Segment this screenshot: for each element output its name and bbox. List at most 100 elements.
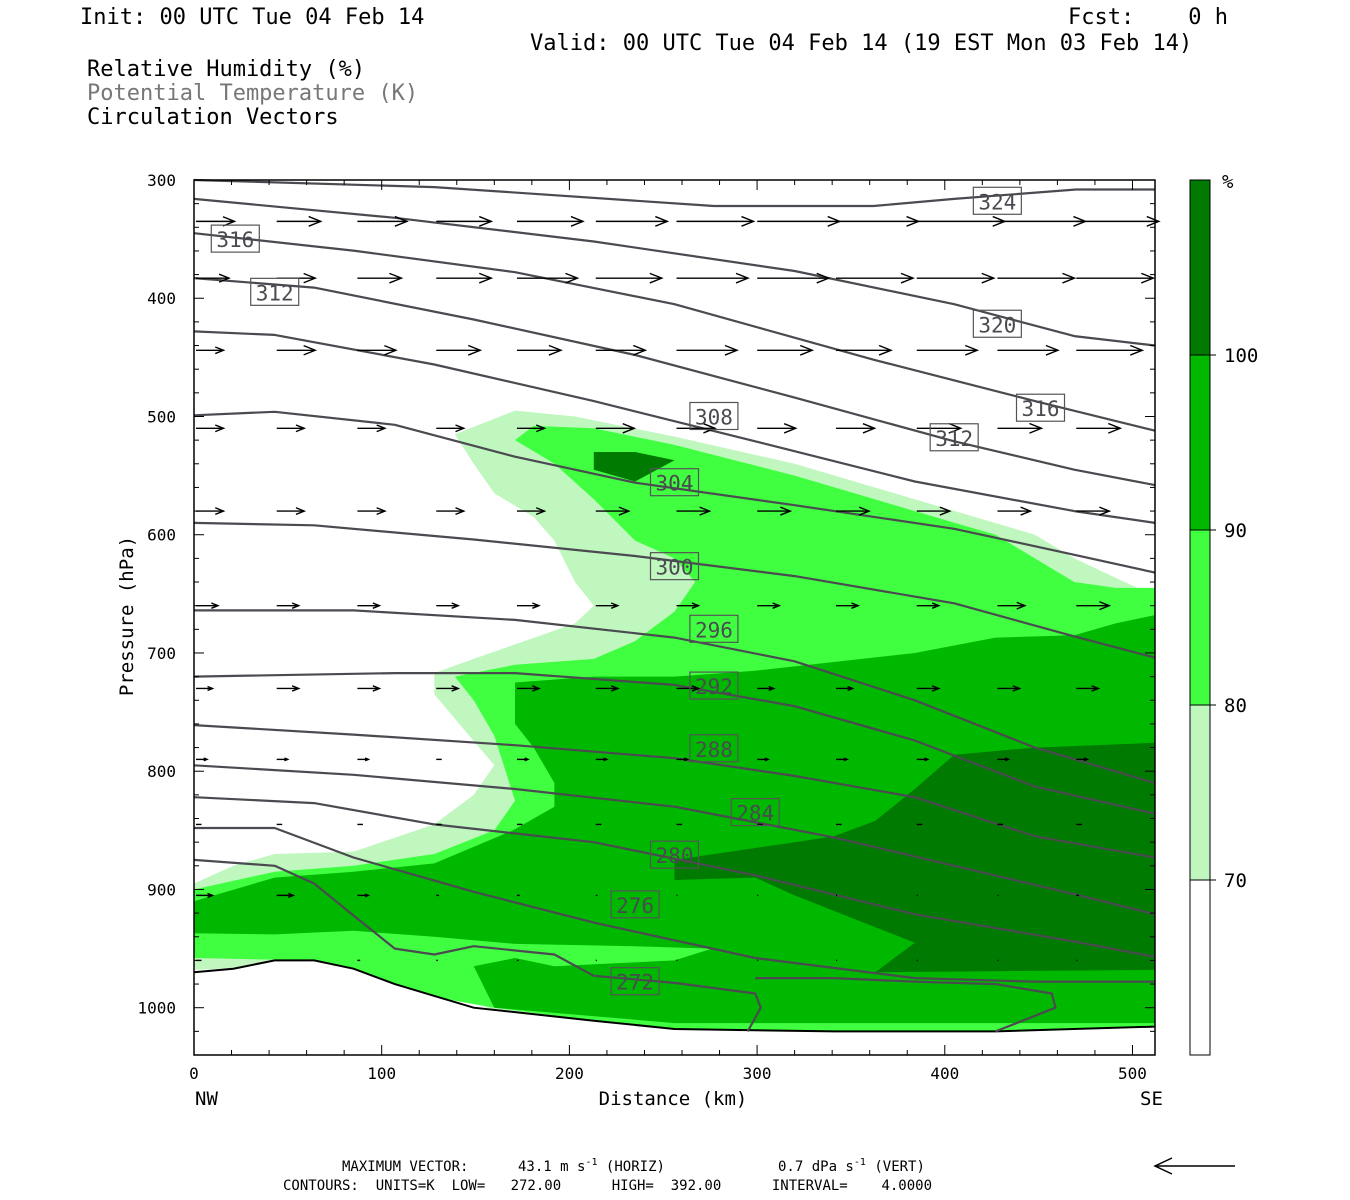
circulation-vector — [516, 344, 563, 356]
theta-label-312: 312 — [250, 277, 300, 306]
rh-region-100 — [593, 452, 675, 482]
colorbar-label: 100 — [1224, 345, 1258, 367]
theta-label-text: 272 — [616, 971, 654, 995]
circulation-vector — [276, 602, 301, 609]
colorbar-label: 80 — [1224, 695, 1247, 717]
circulation-vector — [836, 506, 871, 516]
circulation-vector — [836, 685, 855, 692]
circulation-vector — [676, 757, 690, 762]
vector-head — [1062, 272, 1077, 284]
vector-head — [211, 602, 220, 609]
vector-head — [308, 215, 323, 227]
theta-isentrope-304 — [193, 410, 1156, 574]
vector-head — [1016, 601, 1027, 610]
colorbar-segment — [1190, 530, 1210, 705]
vector-head — [478, 272, 494, 284]
circulation-vector — [196, 892, 215, 899]
vector-head — [1091, 685, 1101, 692]
vector-head — [768, 685, 776, 692]
theta-isentrope-292 — [193, 671, 1156, 815]
vector-head — [478, 215, 494, 227]
circulation-vector — [916, 215, 1007, 227]
vector-head — [207, 892, 215, 899]
circulation-vector — [516, 757, 530, 762]
circulation-vector — [357, 507, 387, 516]
theta-label-box — [649, 552, 700, 581]
vector-head — [683, 757, 690, 762]
vector-head — [214, 346, 226, 355]
circulation-vector — [916, 272, 996, 284]
circulation-vector — [516, 685, 541, 692]
circulation-vector — [997, 757, 1011, 762]
legend-rh: Relative Humidity (%) — [87, 57, 365, 82]
colorbar-label: 70 — [1224, 870, 1247, 892]
theta-label-312: 312 — [929, 423, 979, 452]
circulation-vector — [276, 685, 301, 692]
vector-head — [535, 424, 547, 433]
legend-theta: Potential Temperature (K) — [87, 81, 418, 106]
vector-head — [964, 344, 980, 356]
vector-head — [603, 757, 609, 762]
circulation-vector — [1076, 757, 1090, 762]
theta-label-box — [610, 967, 660, 996]
theta-label-288: 288 — [689, 734, 739, 763]
theta-label-276: 276 — [610, 890, 660, 919]
circulation-vector — [757, 344, 815, 356]
circulation-vector — [357, 272, 404, 284]
circulation-vector — [196, 216, 237, 227]
circulation-vector — [436, 344, 483, 356]
theta-label-296: 296 — [689, 614, 739, 643]
circulation-vector — [1076, 422, 1123, 434]
circulation-vector — [916, 685, 941, 692]
circulation-vector — [836, 215, 921, 227]
circulation-vector — [916, 506, 952, 516]
reference-vector-arrow — [1153, 1157, 1235, 1175]
circulation-vector — [676, 602, 701, 609]
terrain-below-ground — [194, 960, 1155, 1055]
y-tick-label: 900 — [147, 880, 176, 899]
vector-head — [455, 424, 466, 433]
theta-label-284: 284 — [730, 798, 780, 827]
theta-label-box — [649, 840, 700, 869]
circulation-vector — [516, 424, 547, 433]
vector-head — [847, 685, 855, 692]
theta-label-box — [689, 401, 739, 431]
vector-head — [376, 507, 387, 516]
circulation-vector — [595, 423, 637, 434]
circulation-vectors — [196, 215, 1161, 962]
circulation-vector — [595, 506, 631, 516]
circulation-vector — [357, 893, 371, 898]
vector-head — [284, 757, 290, 762]
vector-head — [203, 757, 209, 762]
circulation-vector — [1076, 344, 1145, 356]
theta-label-box — [972, 186, 1022, 215]
y-tick-label: 1000 — [137, 999, 176, 1018]
circulation-vector — [436, 685, 461, 692]
theta-label-text: 296 — [695, 618, 733, 642]
circulation-vector — [916, 422, 963, 434]
circulation-vector — [997, 601, 1027, 610]
circulation-vector — [357, 424, 387, 433]
vector-head — [862, 423, 877, 434]
theta-label-box — [649, 468, 700, 497]
circulation-vector — [676, 215, 756, 227]
circulation-vector — [836, 757, 849, 762]
vector-head — [780, 506, 793, 516]
vector-head — [691, 685, 701, 692]
vector-head — [1083, 757, 1090, 762]
vector-head — [764, 757, 771, 762]
circulation-vector — [757, 757, 771, 762]
vector-head — [524, 757, 530, 762]
circulation-vector — [595, 602, 620, 609]
colorbar-unit: % — [1222, 171, 1234, 193]
theta-isentrope-288 — [193, 724, 1156, 859]
circulation-vector — [516, 602, 541, 609]
vector-head — [372, 685, 382, 692]
contour-info: CONTOURS: UNITS=K LOW= 272.00 HIGH= 392.… — [283, 1178, 932, 1194]
theta-isentrope-320 — [193, 197, 1156, 347]
vector-head — [291, 685, 301, 692]
vector-head — [394, 215, 409, 227]
vector-head — [1130, 344, 1145, 356]
circulation-vector — [595, 344, 648, 356]
rh-filled-contours — [194, 410, 1155, 1032]
